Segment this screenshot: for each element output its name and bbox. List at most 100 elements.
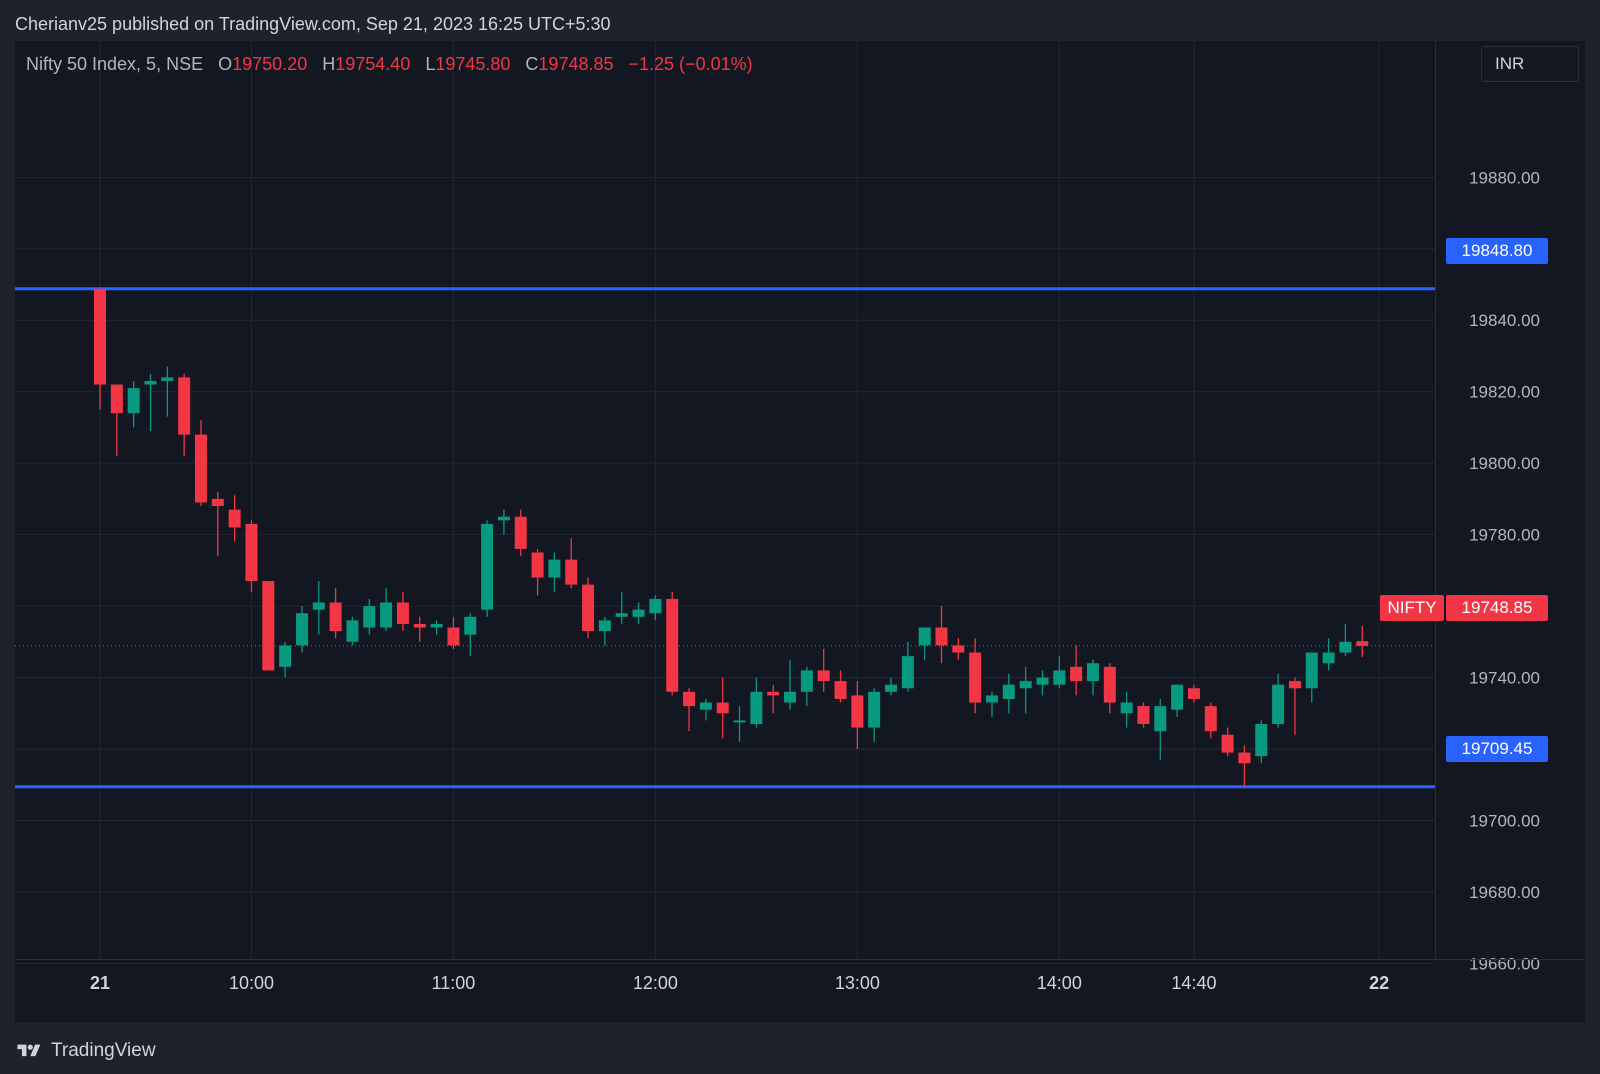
legend-open-label: O xyxy=(218,54,233,74)
candle-body[interactable] xyxy=(851,695,864,728)
candle-body[interactable] xyxy=(1086,663,1099,682)
candle-body[interactable] xyxy=(413,623,426,628)
publisher-header: Cherianv25 published on TradingView.com,… xyxy=(15,14,611,34)
candle-body[interactable] xyxy=(1221,734,1234,753)
x-tick-label: 14:00 xyxy=(1037,973,1082,993)
candle-body[interactable] xyxy=(481,523,494,610)
candle-body[interactable] xyxy=(683,691,696,707)
candle-body[interactable] xyxy=(211,498,224,507)
candle-body[interactable] xyxy=(1356,641,1369,646)
candle-body[interactable] xyxy=(901,656,914,689)
candle-body[interactable] xyxy=(245,523,258,582)
candle-body[interactable] xyxy=(985,695,998,703)
candle-body[interactable] xyxy=(161,377,174,381)
candle-body[interactable] xyxy=(194,434,207,503)
candle-body[interactable] xyxy=(396,602,409,624)
candle-body[interactable] xyxy=(1322,652,1335,664)
candle-body[interactable] xyxy=(514,516,527,549)
candle-body[interactable] xyxy=(969,652,982,703)
candle-body[interactable] xyxy=(497,516,510,521)
candle-body[interactable] xyxy=(1053,670,1066,685)
candle-body[interactable] xyxy=(380,602,393,628)
candle-body[interactable] xyxy=(817,670,830,682)
candle-body[interactable] xyxy=(1070,666,1083,682)
candle-body[interactable] xyxy=(1204,706,1217,732)
candle-body[interactable] xyxy=(615,613,628,617)
candle-body[interactable] xyxy=(1272,684,1285,724)
candle-body[interactable] xyxy=(699,702,712,710)
candle-body[interactable] xyxy=(262,581,275,671)
y-tick-label: 19840.00 xyxy=(1469,311,1540,330)
candle-body[interactable] xyxy=(800,670,813,692)
candle-body[interactable] xyxy=(329,602,342,632)
candle-body[interactable] xyxy=(1036,677,1049,685)
x-tick-label: 13:00 xyxy=(835,973,880,993)
candle-body[interactable] xyxy=(767,691,780,696)
legend-low-label: L xyxy=(425,54,436,74)
candle-body[interactable] xyxy=(649,598,662,614)
candle-body[interactable] xyxy=(952,645,965,653)
candle-body[interactable] xyxy=(430,623,443,628)
currency-button[interactable]: INR xyxy=(1481,46,1579,82)
legend-symbol[interactable]: Nifty 50 Index, 5, NSE xyxy=(26,54,204,74)
candle-body[interactable] xyxy=(784,691,797,703)
candle-body[interactable] xyxy=(548,559,561,578)
legend-change: −1.25 (−0.01%) xyxy=(628,54,753,74)
candlestick-chart[interactable]: 19660.0019680.0019700.0019720.0019740.00… xyxy=(15,41,1585,1022)
candle-body[interactable] xyxy=(1019,681,1032,689)
candle-body[interactable] xyxy=(127,388,140,414)
candle-body[interactable] xyxy=(1154,706,1167,732)
candle-body[interactable] xyxy=(598,620,611,632)
candle-body[interactable] xyxy=(144,380,157,385)
candle-body[interactable] xyxy=(228,509,241,528)
legend-close-value: 19748.85 xyxy=(538,54,614,74)
symbol-price-tag: NIFTY xyxy=(1380,595,1444,621)
candle-body[interactable] xyxy=(582,584,595,632)
candle-body[interactable] xyxy=(363,606,376,628)
y-tick-label: 19820.00 xyxy=(1469,383,1540,402)
candle-body[interactable] xyxy=(178,377,191,435)
candle-body[interactable] xyxy=(110,384,123,414)
candle-body[interactable] xyxy=(295,613,308,646)
candle-body[interactable] xyxy=(1339,641,1352,653)
candle-body[interactable] xyxy=(1103,666,1116,703)
legend-close-label: C xyxy=(525,54,539,74)
candle-body[interactable] xyxy=(632,609,645,617)
candle-body[interactable] xyxy=(834,681,847,699)
footer-brand[interactable]: TradingView xyxy=(51,1040,156,1061)
candle-body[interactable] xyxy=(918,627,931,646)
candle-body[interactable] xyxy=(1255,723,1268,757)
candle-body[interactable] xyxy=(885,684,898,692)
symbol-legend: Nifty 50 Index, 5, NSE O19750.20 H19754.… xyxy=(26,52,753,76)
legend-low-value: 19745.80 xyxy=(435,54,511,74)
candle-body[interactable] xyxy=(447,627,460,646)
candle-body[interactable] xyxy=(666,598,679,692)
candle-body[interactable] xyxy=(565,559,578,585)
candle-body[interactable] xyxy=(716,702,729,714)
candle-body[interactable] xyxy=(94,288,106,385)
candle-body[interactable] xyxy=(531,552,544,578)
candle-body[interactable] xyxy=(868,691,881,728)
upper-line-price-tag: 19848.80 xyxy=(1446,238,1548,264)
chart-pane[interactable]: 19660.0019680.0019700.0019720.0019740.00… xyxy=(15,41,1585,1022)
x-tick-label: 12:00 xyxy=(633,973,678,993)
tradingview-logo-icon xyxy=(17,1044,41,1057)
candle-body[interactable] xyxy=(750,691,763,724)
candle-body[interactable] xyxy=(346,620,359,642)
candle-body[interactable] xyxy=(1187,688,1200,699)
candle-body[interactable] xyxy=(312,602,325,610)
candle-body[interactable] xyxy=(1171,684,1184,710)
candle-body[interactable] xyxy=(1120,702,1133,714)
candle-body[interactable] xyxy=(1137,706,1150,724)
candle-body[interactable] xyxy=(1305,652,1318,689)
candle-body[interactable] xyxy=(464,616,477,635)
x-tick-label: 14:40 xyxy=(1171,973,1216,993)
candle-body[interactable] xyxy=(935,627,948,646)
candle-body[interactable] xyxy=(279,645,292,667)
candle-body[interactable] xyxy=(1002,684,1015,699)
candle-body[interactable] xyxy=(1288,681,1301,689)
candle-body[interactable] xyxy=(733,720,746,723)
legend-open-value: 19750.20 xyxy=(232,54,308,74)
candle-body[interactable] xyxy=(1238,752,1251,764)
legend-high-value: 19754.40 xyxy=(335,54,411,74)
